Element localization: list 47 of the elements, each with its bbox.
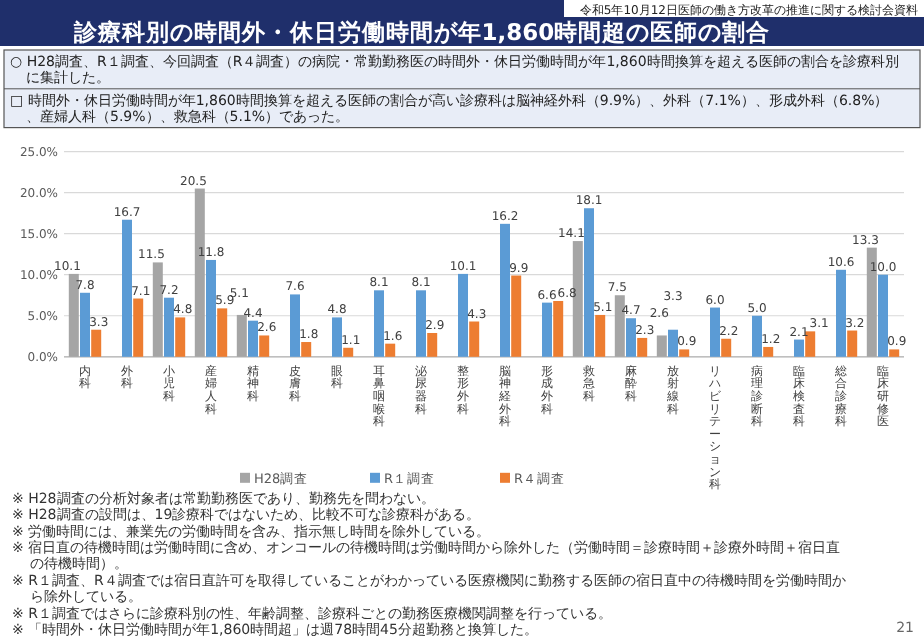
bar [374,290,384,357]
bar [847,330,858,357]
bar [542,302,552,357]
bar [206,259,216,357]
bar [794,339,804,357]
bar [668,329,678,357]
bar [889,349,900,357]
bar [656,335,667,357]
bar [721,338,732,357]
bar [416,290,426,357]
bar [763,346,774,357]
bar [301,342,312,357]
bar [91,329,102,357]
bar [236,314,247,357]
bar [595,314,606,357]
bar [175,317,186,357]
bar [679,349,690,357]
bar [752,315,762,357]
bar [217,308,228,357]
bar [458,273,468,357]
bar [68,273,79,357]
bar [805,331,816,357]
bar [626,318,636,357]
bar [637,337,648,357]
bar [332,317,342,357]
bar [584,208,594,357]
bar [427,333,438,357]
bar [836,269,846,357]
bar [878,274,888,357]
bar [343,347,354,357]
bar [122,219,132,357]
bar [614,295,625,357]
bar [385,343,396,357]
bar [248,320,258,357]
chart-title: 診療科別の時間外・休日労働時間が年1,860時間超の医師の割合 [71,18,771,46]
bar [259,335,270,357]
bar [164,297,174,357]
bar [290,294,300,357]
bar [572,241,583,357]
bar [80,292,90,357]
bar [511,275,522,357]
bar [553,300,564,357]
bar [710,307,720,357]
bar [152,262,163,357]
bar [469,321,480,357]
bar [133,298,144,357]
bar [500,223,510,357]
